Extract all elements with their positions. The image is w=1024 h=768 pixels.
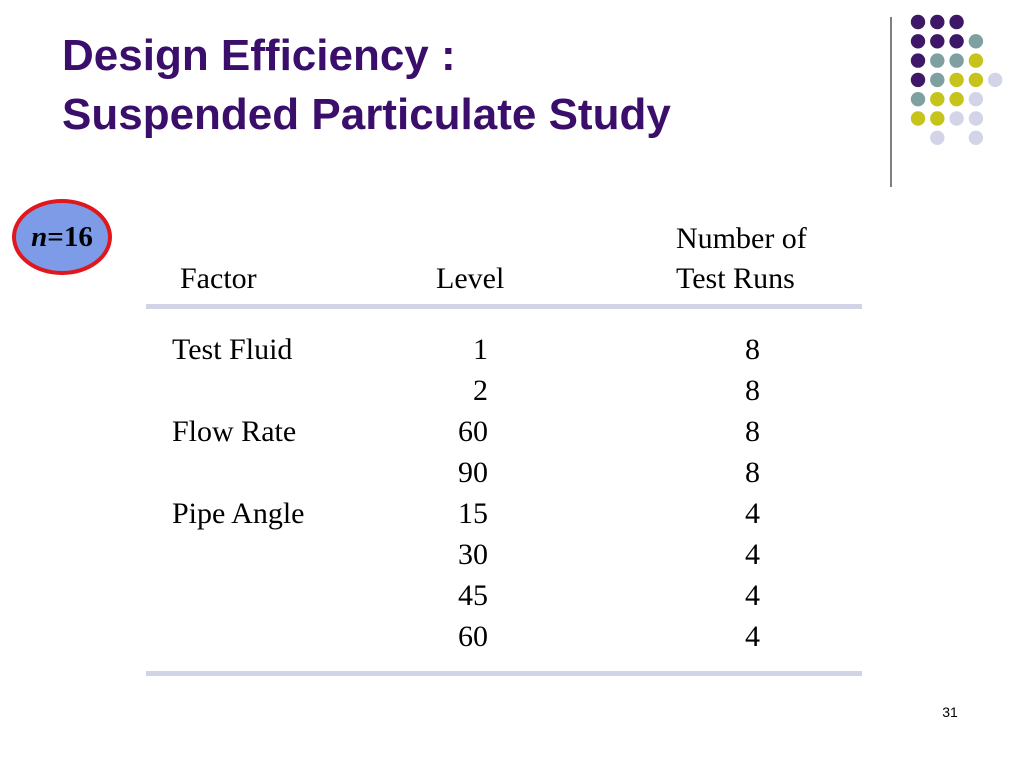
- decorative-dot: [949, 14, 964, 30]
- sample-size-badge: n =16: [12, 199, 112, 275]
- row-level: 60: [458, 620, 488, 653]
- decorative-dot: [968, 111, 984, 126]
- sample-size-variable: n: [31, 220, 48, 253]
- decorative-dot: [910, 53, 926, 68]
- decorative-dot: [930, 111, 945, 126]
- row-factor: Pipe Angle: [172, 497, 305, 530]
- decorative-dot: [968, 53, 984, 68]
- row-level: 45: [458, 579, 488, 612]
- decorative-dot: [949, 72, 964, 88]
- header-runs-line-1: Number of: [676, 222, 807, 255]
- row-level: 60: [458, 415, 488, 448]
- decorative-dot: [968, 130, 984, 145]
- decorative-dot: [968, 92, 984, 107]
- header-runs-line-2: Test Runs: [676, 262, 795, 295]
- decorative-dot: [949, 53, 964, 68]
- row-runs: 8: [745, 333, 760, 366]
- decorative-dot: [910, 72, 926, 88]
- decorative-dot: [910, 14, 926, 30]
- slide-title-line-1: Design Efficiency :: [62, 31, 456, 80]
- row-level: 90: [458, 456, 488, 489]
- row-runs: 8: [745, 374, 760, 407]
- row-runs: 4: [745, 620, 760, 653]
- row-runs: 4: [745, 538, 760, 571]
- decorative-dot: [988, 72, 1003, 88]
- slide-title-line-2: Suspended Particulate Study: [62, 90, 671, 139]
- decorative-dot: [930, 14, 945, 30]
- decorative-dot: [910, 34, 926, 49]
- row-factor: Test Fluid: [172, 333, 293, 366]
- row-level: 1: [473, 333, 488, 366]
- row-level: 15: [458, 497, 488, 530]
- row-runs: 8: [745, 456, 760, 489]
- row-runs: 4: [745, 579, 760, 612]
- slide-title: Design Efficiency : Suspended Particulat…: [62, 26, 671, 144]
- row-runs: 8: [745, 415, 760, 448]
- table-bottom-rule: [146, 671, 862, 676]
- decorative-dot: [930, 34, 945, 49]
- decorative-dot: [930, 92, 945, 107]
- row-runs: 4: [745, 497, 760, 530]
- decorative-dot: [910, 111, 926, 126]
- header-level: Level: [436, 262, 505, 295]
- sample-size-value: =16: [47, 220, 93, 253]
- decorative-divider: [890, 17, 892, 187]
- header-factor: Factor: [180, 262, 257, 295]
- decorative-dot-grid: [910, 14, 1003, 145]
- row-level: 2: [473, 374, 488, 407]
- decorative-dot: [949, 111, 964, 126]
- row-factor: Flow Rate: [172, 415, 297, 448]
- decorative-dot: [968, 34, 984, 49]
- page-number: 31: [942, 704, 958, 720]
- row-level: 30: [458, 538, 488, 571]
- decorative-dot: [949, 92, 964, 107]
- decorative-dot: [968, 72, 984, 88]
- decorative-dot: [930, 53, 945, 68]
- decorative-dot: [910, 92, 926, 107]
- decorative-dot: [949, 34, 964, 49]
- decorative-dot: [930, 72, 945, 88]
- decorative-dot: [930, 130, 945, 145]
- table-top-rule: [146, 304, 862, 309]
